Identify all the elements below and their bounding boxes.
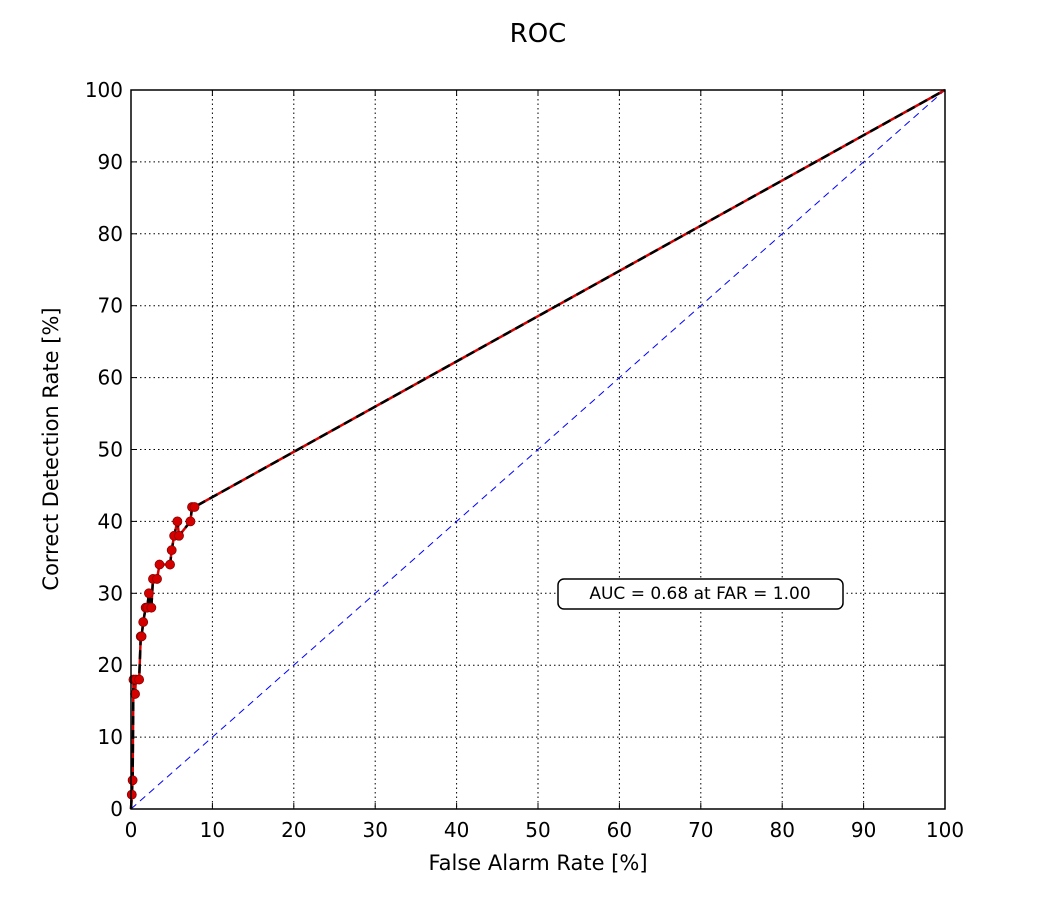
roc-point (134, 674, 145, 685)
y-tick-label: 0 (110, 797, 123, 821)
roc-point (154, 559, 165, 570)
roc-point (144, 588, 154, 599)
chance-diagonal-line (130, 89, 946, 810)
y-tick-label: 80 (98, 222, 123, 246)
roc-point (189, 502, 200, 512)
x-tick-label: 10 (200, 818, 225, 842)
y-tick-label: 50 (98, 438, 123, 462)
x-tick-label: 80 (769, 818, 794, 842)
x-tick-label: 20 (281, 818, 306, 842)
y-axis-label: Correct Detection Rate [%] (39, 307, 63, 590)
roc-point (166, 545, 177, 556)
x-tick-label: 90 (851, 818, 876, 842)
y-tick-label: 20 (98, 653, 123, 677)
roc-point (172, 516, 183, 527)
x-tick-label: 60 (607, 818, 632, 842)
roc-points (126, 502, 200, 800)
chart-title: ROC (510, 19, 567, 49)
x-axis-label: False Alarm Rate [%] (428, 851, 647, 875)
roc-point (174, 530, 184, 541)
y-tick-label: 90 (98, 150, 123, 174)
annotation-text: AUC = 0.68 at FAR = 1.00 (589, 584, 810, 604)
roc-point (136, 631, 147, 642)
y-tick-label: 40 (98, 509, 123, 533)
y-tick-label: 100 (85, 78, 123, 102)
annotation-box (557, 578, 844, 610)
y-tick-label: 60 (98, 366, 123, 390)
y-tick-label: 70 (98, 294, 123, 318)
x-tick-label: 100 (926, 818, 964, 842)
roc-point (152, 574, 162, 584)
chance-line (130, 89, 946, 810)
auc-annotation: AUC = 0.68 at FAR = 1.00 (557, 578, 844, 610)
y-tick-label: 30 (98, 581, 123, 605)
x-tick-label: 30 (362, 818, 387, 842)
roc-point (185, 516, 196, 527)
roc-point (138, 617, 149, 627)
x-tick-label: 40 (444, 818, 469, 842)
axis-ticks: 0 10 20 30 40 50 60 70 80 90 100 0 10 20 30 40 50 60 70 80 9… (85, 78, 964, 842)
x-tick-label: 70 (688, 818, 713, 842)
roc-point (130, 689, 140, 699)
roc-point (146, 602, 157, 613)
y-tick-label: 10 (98, 725, 123, 749)
roc-point (126, 789, 137, 800)
roc-point (165, 559, 175, 570)
roc-point (127, 775, 138, 786)
x-tick-label: 50 (525, 818, 550, 842)
x-tick-label: 0 (125, 818, 138, 842)
